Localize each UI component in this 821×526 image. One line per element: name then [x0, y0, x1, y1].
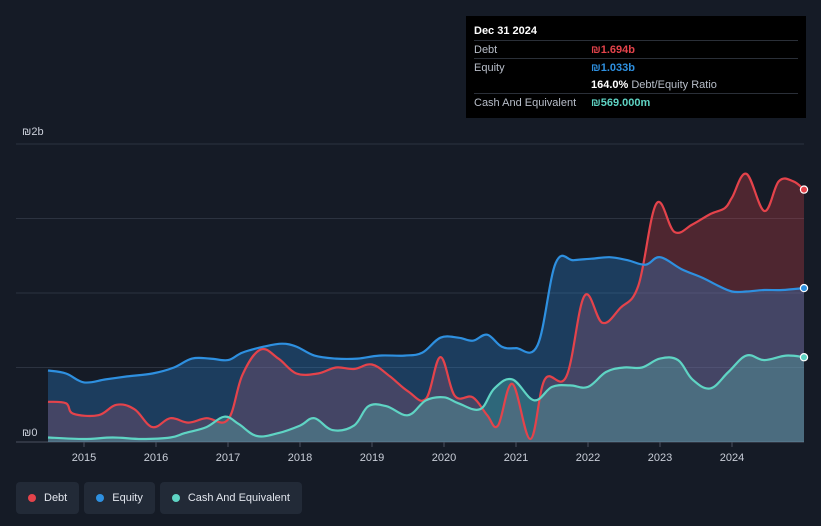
- y-axis-top-label: ₪2b: [22, 126, 44, 138]
- tooltip-row-equity: Equity ₪1.033b: [474, 58, 798, 76]
- equity-end-point: [799, 283, 809, 293]
- tooltip-debt-label: Debt: [474, 43, 498, 56]
- x-tick-label: 2015: [72, 452, 96, 464]
- tooltip-equity-label: Equity: [474, 61, 505, 74]
- x-tick-label: 2018: [288, 452, 312, 464]
- chart-legend: Debt Equity Cash And Equivalent: [16, 482, 302, 514]
- x-tick-label: 2019: [360, 452, 384, 464]
- legend-item-equity[interactable]: Equity: [84, 482, 155, 514]
- legend-dot-equity: [96, 494, 105, 502]
- x-tick-label: 2017: [216, 452, 240, 464]
- tooltip-ratio-label: Debt/Equity Ratio: [631, 78, 717, 91]
- debt-end-point: [799, 185, 809, 194]
- grid-lines: [16, 143, 804, 443]
- debt-area: [48, 173, 804, 443]
- tooltip-ratio-value: 164.0%: [591, 78, 629, 91]
- x-tick-label: 2024: [720, 452, 744, 464]
- tooltip-debt-value: ₪1.694b: [591, 43, 635, 56]
- legend-dot-debt: [28, 494, 36, 502]
- y-axis-bottom-label: ₪0: [22, 427, 37, 439]
- x-tick-label: 2023: [648, 452, 672, 464]
- equity-line: [47, 254, 805, 384]
- cash-and-equivalent-line: [47, 354, 805, 441]
- tooltip-cash-value: ₪569.000m: [591, 96, 651, 109]
- legend-label-cash: Cash And Equivalent: [187, 492, 290, 504]
- tooltip-date: Dec 31 2024: [474, 25, 537, 37]
- tooltip-row-debt: Debt ₪1.694b: [474, 40, 798, 58]
- tooltip-cash-label: Cash And Equivalent: [474, 96, 577, 109]
- series-areas: [48, 173, 804, 443]
- tooltip-row-ratio: 164.0% Debt/Equity Ratio: [474, 76, 798, 93]
- cash-and-equivalent-area: [48, 355, 804, 442]
- series-end-markers: [799, 185, 809, 362]
- axes: 2015 2016 2017 2018 2019 2020 2021 2022 2023 2024: [72, 442, 744, 464]
- legend-dot-cash: [171, 494, 180, 502]
- legend-item-cash[interactable]: Cash And Equivalent: [159, 482, 302, 514]
- x-tick-label: 2022: [576, 452, 600, 464]
- data-tooltip: Dec 31 2024 Debt ₪1.694b Equity ₪1.033b …: [466, 16, 806, 118]
- legend-item-debt[interactable]: Debt: [16, 482, 80, 514]
- legend-label-debt: Debt: [44, 492, 68, 504]
- x-tick-label: 2016: [144, 452, 168, 464]
- tooltip-equity-value: ₪1.033b: [591, 61, 635, 74]
- series-lines: [47, 172, 805, 441]
- tooltip-row-cash: Cash And Equivalent ₪569.000m: [474, 93, 798, 111]
- debt-line: [47, 172, 805, 441]
- legend-label-equity: Equity: [112, 492, 143, 504]
- x-tick-label: 2020: [432, 452, 456, 464]
- cash-and-equivalent-end-point: [799, 353, 809, 362]
- x-tick-label: 2021: [504, 452, 528, 464]
